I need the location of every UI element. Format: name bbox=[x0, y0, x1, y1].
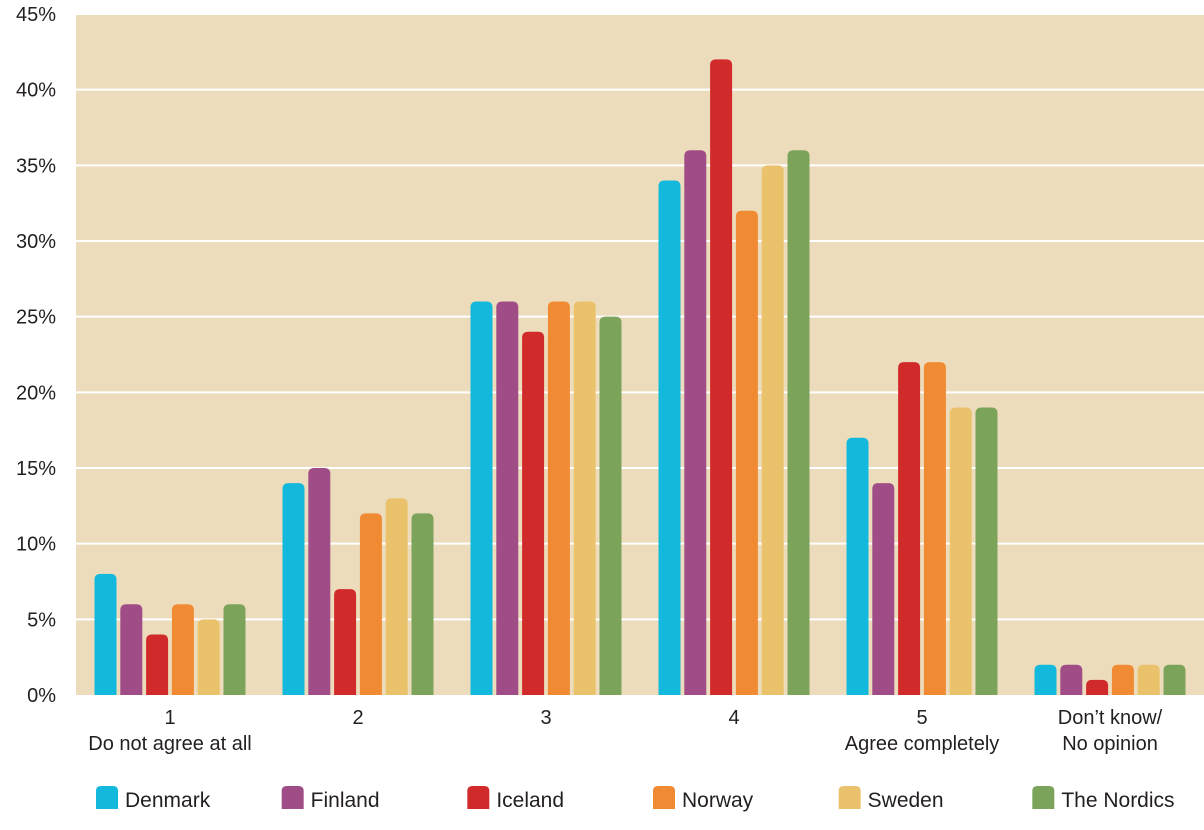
bar bbox=[1060, 664, 1083, 695]
bar bbox=[146, 634, 169, 695]
bar bbox=[787, 150, 810, 695]
bar bbox=[573, 301, 596, 695]
bar bbox=[94, 573, 117, 695]
bar bbox=[547, 301, 570, 695]
bar bbox=[1034, 664, 1057, 695]
bar bbox=[197, 619, 220, 695]
bar bbox=[761, 165, 784, 696]
y-tick-label: 0% bbox=[27, 685, 56, 707]
bar bbox=[846, 437, 869, 695]
bar bbox=[710, 59, 733, 695]
x-tick-label: Don’t know/ bbox=[1058, 707, 1163, 729]
y-tick-label: 15% bbox=[16, 458, 56, 480]
bar bbox=[223, 604, 246, 695]
legend-label: Denmark bbox=[125, 789, 211, 812]
x-tick-label: 5 bbox=[916, 707, 927, 729]
y-tick-label: 25% bbox=[16, 307, 56, 329]
y-tick-label: 20% bbox=[16, 382, 56, 404]
bar bbox=[522, 331, 545, 695]
bar bbox=[334, 589, 357, 695]
bar bbox=[385, 498, 408, 695]
x-tick-label: 2 bbox=[352, 707, 363, 729]
bar bbox=[735, 210, 758, 695]
legend-label: Finland bbox=[311, 789, 380, 812]
y-tick-label: 35% bbox=[16, 155, 56, 177]
bar bbox=[1111, 664, 1134, 695]
legend-swatch bbox=[838, 786, 861, 809]
legend-swatch bbox=[1032, 786, 1055, 809]
legend-swatch bbox=[467, 786, 490, 809]
y-tick-label: 30% bbox=[16, 231, 56, 253]
legend-label: Norway bbox=[682, 789, 754, 812]
y-tick-label: 10% bbox=[16, 534, 56, 556]
bar bbox=[975, 407, 998, 695]
legend-swatch bbox=[281, 786, 304, 809]
legend-label: Iceland bbox=[496, 789, 564, 812]
y-tick-label: 40% bbox=[16, 80, 56, 102]
legend-swatch bbox=[96, 786, 118, 809]
bar bbox=[120, 604, 143, 695]
bar bbox=[470, 301, 493, 695]
x-tick-label: 1 bbox=[164, 707, 175, 729]
bar bbox=[496, 301, 519, 695]
x-tick-label: Agree completely bbox=[845, 733, 1000, 755]
y-tick-label: 45% bbox=[16, 4, 56, 26]
bar bbox=[923, 362, 946, 695]
bar bbox=[308, 468, 331, 695]
bar bbox=[949, 407, 972, 695]
bar bbox=[359, 513, 382, 695]
x-tick-label: Do not agree at all bbox=[88, 733, 251, 755]
plot-area bbox=[76, 14, 1204, 695]
bar bbox=[1086, 679, 1109, 695]
bar bbox=[599, 316, 622, 695]
bar bbox=[1137, 664, 1160, 695]
x-tick-label: No opinion bbox=[1062, 733, 1158, 755]
bar bbox=[684, 150, 707, 695]
bar bbox=[872, 483, 895, 695]
x-tick-label: 3 bbox=[540, 707, 551, 729]
legend-label: The Nordics bbox=[1061, 789, 1174, 812]
bar bbox=[411, 513, 434, 695]
bar bbox=[282, 483, 305, 695]
legend-swatch bbox=[653, 786, 675, 809]
bar bbox=[658, 180, 681, 695]
bar bbox=[171, 604, 194, 695]
legend-label: Sweden bbox=[868, 789, 944, 812]
x-tick-label: 4 bbox=[728, 707, 739, 729]
bar bbox=[1163, 664, 1186, 695]
y-tick-label: 5% bbox=[27, 609, 56, 631]
bar bbox=[898, 362, 921, 695]
